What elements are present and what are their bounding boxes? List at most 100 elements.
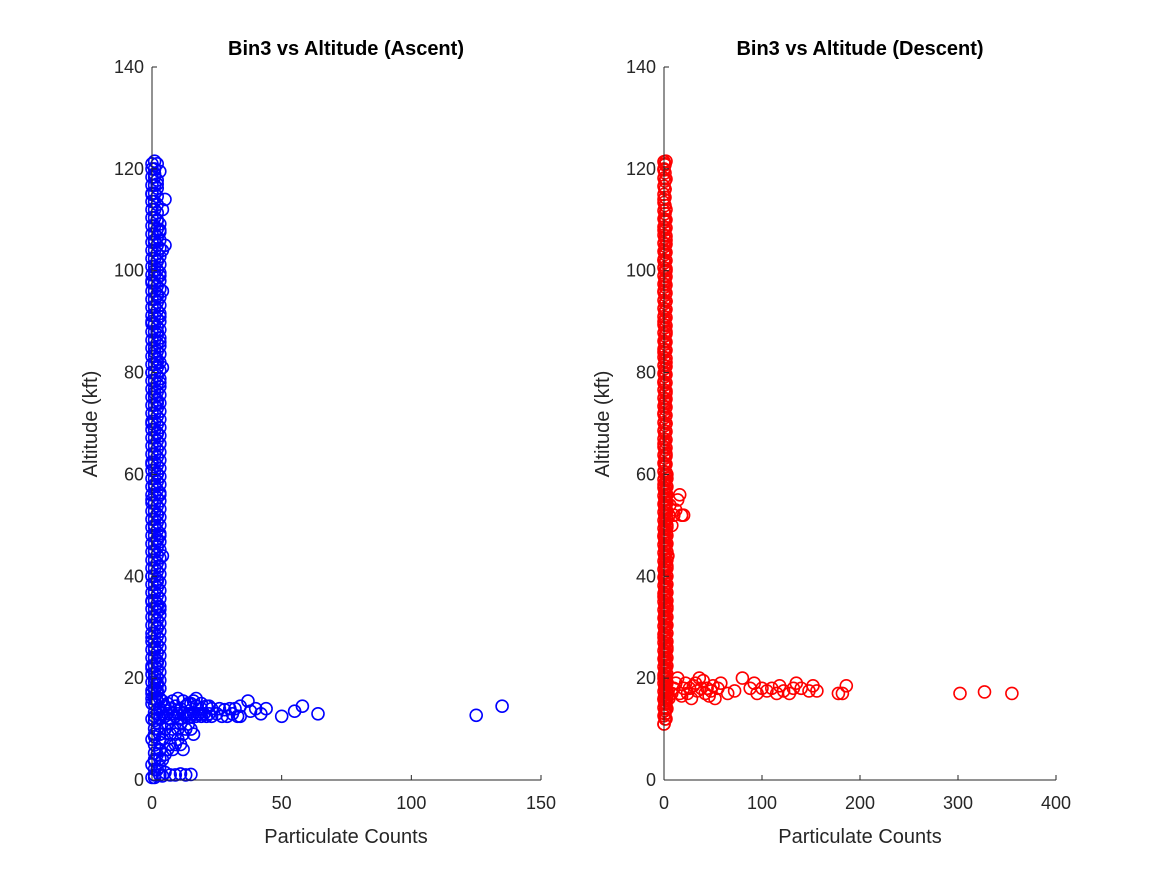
descent-data-point bbox=[659, 351, 673, 366]
ascent-data-point bbox=[176, 742, 190, 757]
ascent-data-point bbox=[202, 699, 216, 714]
descent-data-point bbox=[660, 471, 674, 486]
ascent-data-point bbox=[150, 189, 164, 204]
ascent-data-point bbox=[212, 701, 227, 716]
ascent-x-axis-label: Particulate Counts bbox=[264, 826, 427, 848]
ascent-data-point bbox=[153, 355, 167, 370]
ascent-data-point bbox=[153, 257, 167, 272]
ascent-data-point bbox=[153, 494, 167, 508]
ascent-data-point bbox=[153, 420, 167, 435]
ascent-data-point bbox=[153, 331, 167, 345]
ascent-data-point bbox=[153, 477, 167, 492]
ascent-data-point bbox=[153, 347, 167, 362]
ascent-data-point bbox=[153, 526, 167, 541]
descent-data-point bbox=[658, 525, 672, 540]
descent-data-point bbox=[727, 684, 742, 698]
ascent-data-point bbox=[153, 518, 167, 533]
ascent-axes: 0 50 100 150 0 20 40 60 80 100 120 140 bbox=[114, 57, 556, 813]
ascent-data-point bbox=[153, 274, 167, 288]
descent-data-point bbox=[658, 493, 672, 507]
ascent-data-point bbox=[153, 225, 167, 239]
ascent-data-point bbox=[153, 306, 167, 321]
descent-x-axis-label: Particulate Counts bbox=[778, 826, 941, 848]
descent-data-point bbox=[659, 400, 673, 415]
descent-data-point bbox=[708, 691, 722, 706]
descent-data-point bbox=[658, 590, 672, 605]
descent-axes: 0 100 200 300 400 0 20 40 60 80 100 120 140 bbox=[626, 57, 1071, 813]
descent-y-tick-label: 140 bbox=[626, 57, 656, 77]
ascent-y-tick-label: 80 bbox=[124, 363, 144, 383]
descent-data-point bbox=[658, 647, 672, 662]
ascent-data-point bbox=[194, 696, 209, 711]
ascent-data-point bbox=[153, 759, 167, 774]
descent-markers bbox=[657, 154, 1019, 731]
ascent-data-point bbox=[274, 709, 289, 724]
descent-data-point bbox=[659, 327, 673, 341]
ascent-data-point bbox=[153, 616, 167, 630]
ascent-data-point bbox=[153, 559, 167, 573]
descent-data-point bbox=[839, 678, 854, 693]
ascent-data-point bbox=[153, 702, 167, 717]
descent-data-point bbox=[658, 533, 672, 548]
descent-data-point bbox=[659, 408, 673, 423]
descent-data-point bbox=[1005, 686, 1019, 701]
descent-data-point bbox=[720, 686, 735, 701]
descent-data-point bbox=[676, 508, 691, 523]
descent-data-point bbox=[658, 198, 672, 213]
ascent-data-point bbox=[153, 551, 167, 565]
descent-y-tick-label: 100 bbox=[626, 261, 656, 281]
descent-data-point bbox=[658, 517, 672, 532]
descent-data-point bbox=[735, 671, 750, 685]
descent-data-point bbox=[700, 681, 714, 696]
ascent-plot-title: Bin3 vs Altitude (Ascent) bbox=[228, 38, 464, 60]
descent-data-point bbox=[658, 598, 672, 613]
descent-data-point bbox=[659, 213, 673, 227]
descent-data-point bbox=[659, 253, 673, 268]
ascent-data-point bbox=[153, 428, 167, 443]
descent-data-point bbox=[658, 712, 672, 726]
ascent-data-point bbox=[153, 583, 167, 598]
descent-data-point bbox=[810, 684, 824, 698]
descent-data-point bbox=[658, 190, 672, 205]
ascent-data-point bbox=[223, 701, 237, 716]
ascent-data-point bbox=[311, 706, 325, 721]
ascent-data-point bbox=[153, 751, 167, 766]
ascent-data-point bbox=[295, 699, 310, 714]
ascent-data-point bbox=[153, 265, 167, 280]
ascent-data-point bbox=[153, 735, 167, 750]
ascent-data-point bbox=[153, 681, 167, 696]
descent-data-point bbox=[659, 245, 673, 260]
descent-data-point bbox=[658, 166, 672, 180]
descent-data-point bbox=[658, 574, 672, 589]
ascent-data-point bbox=[153, 233, 167, 247]
ascent-data-point bbox=[153, 322, 167, 337]
ascent-data-point bbox=[153, 339, 167, 353]
ascent-data-point bbox=[153, 711, 167, 725]
ascent-data-point bbox=[153, 768, 167, 782]
descent-y-tick-label: 60 bbox=[636, 464, 656, 484]
ascent-y-tick-label: 120 bbox=[114, 159, 144, 179]
ascent-data-point bbox=[153, 290, 167, 305]
ascent-data-point bbox=[153, 453, 167, 468]
descent-data-point bbox=[674, 689, 689, 703]
ascent-data-point bbox=[153, 542, 167, 557]
descent-data-point bbox=[659, 310, 673, 325]
descent-y-tick-label: 80 bbox=[636, 363, 656, 383]
descent-data-point bbox=[658, 174, 672, 188]
descent-data-point bbox=[659, 278, 673, 292]
ascent-data-point bbox=[150, 197, 164, 212]
descent-data-point bbox=[659, 416, 673, 431]
ascent-data-point bbox=[153, 445, 167, 459]
ascent-data-point bbox=[153, 485, 167, 500]
ascent-y-tick-label: 60 bbox=[124, 464, 144, 484]
descent-data-point bbox=[953, 686, 967, 701]
descent-data-point bbox=[658, 509, 672, 524]
ascent-data-point bbox=[153, 567, 167, 582]
ascent-data-point bbox=[153, 469, 167, 484]
ascent-data-point bbox=[153, 241, 167, 256]
descent-data-point bbox=[658, 558, 672, 572]
descent-data-point bbox=[658, 664, 672, 678]
descent-data-point bbox=[658, 631, 672, 646]
descent-data-point bbox=[659, 424, 673, 439]
